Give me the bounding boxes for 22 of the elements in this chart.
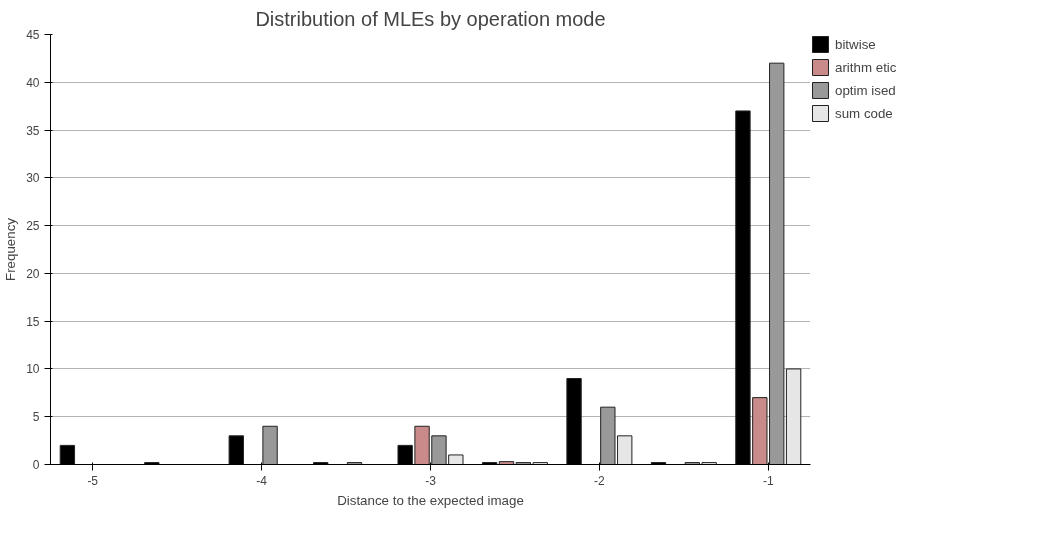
- y-tick-label: 40: [26, 75, 40, 90]
- y-tick-label: 15: [26, 314, 40, 329]
- chart-title: Distribution of MLEs by operation mode: [255, 7, 606, 30]
- legend-label: optim ised: [835, 82, 896, 98]
- y-tick-label: 10: [26, 362, 40, 377]
- y-tick-label: 0: [32, 458, 40, 472]
- x-axis-title: Distance to the expected image: [337, 492, 524, 508]
- y-tick-label: 30: [26, 171, 40, 186]
- y-tick-label: 20: [26, 266, 40, 281]
- y-axis-title: Frequency: [3, 217, 19, 281]
- x-tick-label: -3: [425, 473, 437, 488]
- y-tick-label: 45: [26, 28, 40, 42]
- x-tick-label: -1: [762, 473, 774, 488]
- x-tick-label: -2: [594, 473, 606, 488]
- x-tick-label: -4: [256, 473, 268, 488]
- y-tick-label: 5: [32, 410, 40, 425]
- legend-label: bitwise: [835, 36, 876, 52]
- y-tick-label: 25: [26, 219, 40, 234]
- y-tick-label: 35: [26, 123, 40, 138]
- legend-label: arithm etic: [835, 59, 897, 75]
- x-tick-label: -5: [87, 473, 99, 488]
- legend-label: sum code: [835, 105, 893, 121]
